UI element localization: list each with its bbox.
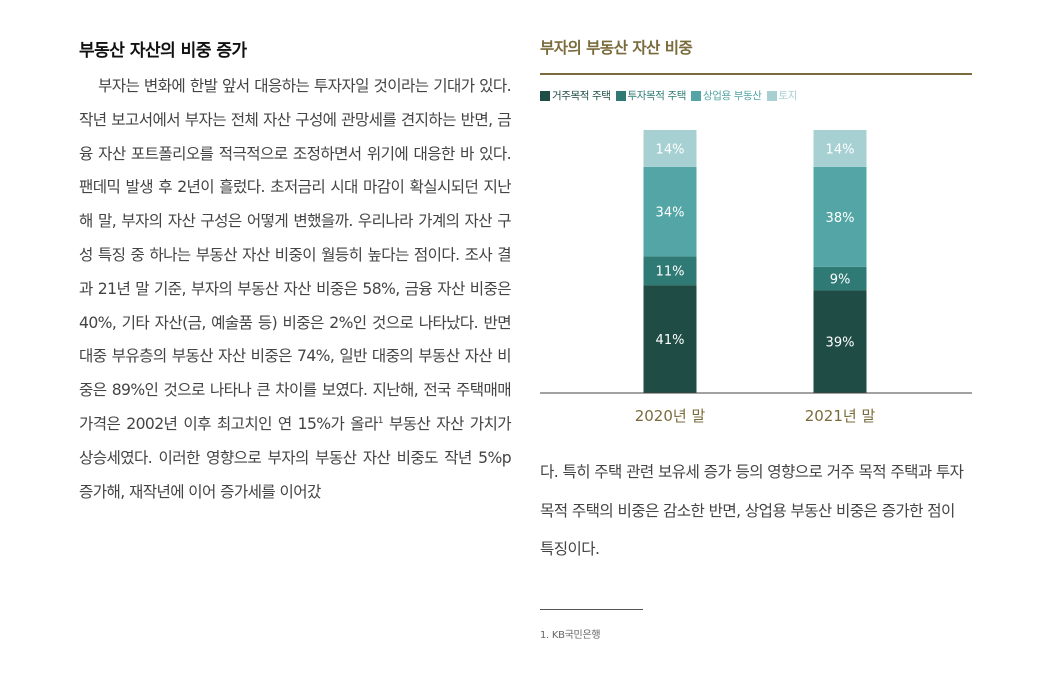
bar-data-label: 11% — [656, 265, 685, 280]
category-label: 2020년 말 — [635, 407, 706, 425]
body-text-right: 다. 특히 주택 관련 보유세 증가 등의 영향으로 거주 목적 주택과 투자 … — [540, 463, 964, 558]
category-label: 2021년 말 — [805, 407, 876, 425]
bar-segment — [813, 130, 867, 167]
legend-label: 거주목적 주택 — [552, 90, 611, 102]
bar-segment — [643, 256, 697, 286]
legend-swatch — [691, 90, 701, 101]
chart-legend: 거주목적 주택 투자목적 주택 상업용 부동산 토지 — [540, 88, 802, 103]
legend-item-commercial: 상업용 부동산 — [691, 88, 762, 103]
legend-label: 상업용 부동산 — [703, 90, 762, 102]
bar-data-label: 41% — [656, 333, 685, 348]
bar-data-label: 39% — [826, 336, 855, 351]
legend-item-investment: 투자목적 주택 — [615, 88, 687, 103]
bar-segment — [643, 130, 697, 167]
bar-data-label: 14% — [656, 142, 685, 157]
bar-data-label: 34% — [656, 206, 685, 221]
footnote-rule — [540, 609, 643, 610]
chart-title-rule — [540, 73, 972, 75]
footnote-marker: 1 — [377, 415, 384, 426]
bar-segment — [813, 166, 867, 267]
legend-item-residential: 거주목적 주택 — [540, 88, 611, 103]
bar-data-label: 14% — [826, 142, 855, 157]
bar-data-label: 38% — [826, 211, 855, 226]
legend-label: 토지 — [778, 90, 798, 102]
stacked-bar-chart: 41% 11% 34% 14% 2020년 말 39% 9% 38% 14% 2021년 말 — [540, 130, 972, 425]
bar-segment — [643, 166, 697, 257]
body-text-left: 부자는 변화에 한발 앞서 대응하는 투자자일 것이라는 기대가 있다. 작년 … — [79, 70, 512, 509]
bar-segment — [813, 290, 867, 393]
bar-segment — [813, 266, 867, 291]
bar-data-label: 9% — [830, 273, 851, 288]
section-title: 부동산 자산의 비중 증가 — [79, 41, 247, 61]
body-paragraph-part-1: 부자는 변화에 한발 앞서 대응하는 투자자일 것이라는 기대가 있다. 작년 … — [79, 77, 512, 433]
chart-title: 부자의 부동산 자산 비중 — [540, 39, 693, 57]
legend-item-land: 토지 — [766, 88, 798, 103]
legend-swatch — [766, 90, 777, 101]
body-paragraph-part-2: 부동산 자산 가치가 상승세였다. 이러한 영향으로 부자의 부동산 자산 비중… — [79, 414, 512, 501]
legend-label: 투자목적 주택 — [627, 90, 687, 102]
bar-segment — [643, 285, 697, 393]
legend-swatch — [615, 90, 626, 101]
legend-swatch — [540, 90, 550, 101]
footnote: 1. KB국민은행 — [540, 630, 601, 641]
